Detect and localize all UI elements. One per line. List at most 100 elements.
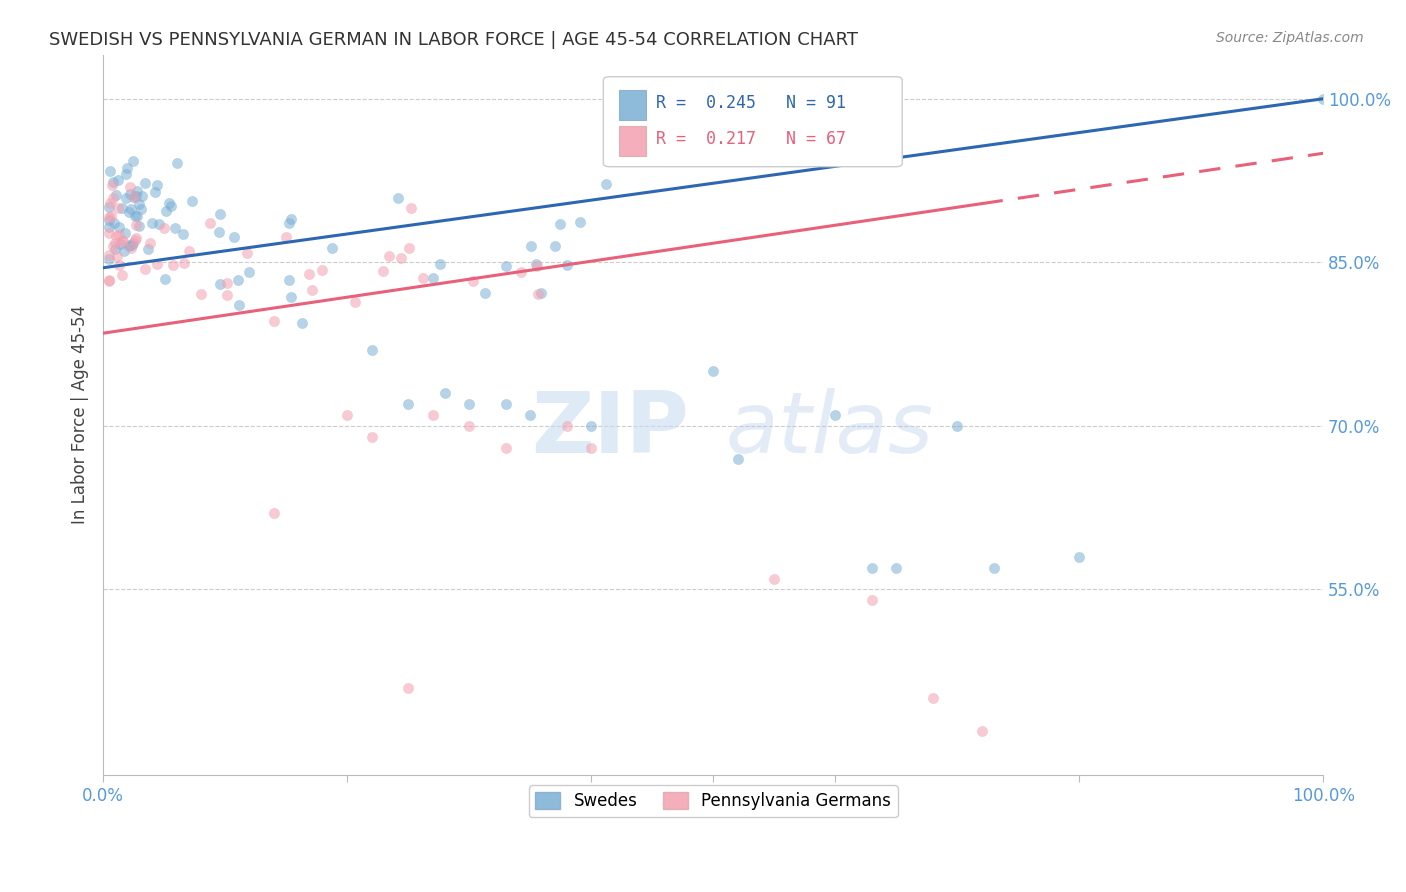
Point	[111, 234, 134, 248]
Point	[412, 270, 434, 285]
Point	[105, 229, 128, 244]
Point	[125, 209, 148, 223]
Point	[236, 246, 259, 260]
Point	[557, 258, 579, 272]
Point	[190, 287, 212, 301]
Point	[226, 273, 249, 287]
Point	[153, 271, 176, 285]
Text: SWEDISH VS PENNSYLVANIA GERMAN IN LABOR FORCE | AGE 45-54 CORRELATION CHART: SWEDISH VS PENNSYLVANIA GERMAN IN LABOR …	[49, 31, 858, 49]
Point	[208, 225, 231, 239]
Point	[495, 259, 517, 273]
Point	[98, 226, 121, 240]
Point	[122, 190, 145, 204]
Point	[107, 228, 129, 243]
Point	[360, 343, 382, 357]
Point	[121, 237, 143, 252]
Point	[120, 202, 142, 216]
Point	[101, 175, 124, 189]
Point	[112, 234, 135, 248]
Point	[162, 258, 184, 272]
Point	[98, 274, 121, 288]
Point	[429, 257, 451, 271]
Point	[1069, 549, 1091, 564]
Point	[98, 273, 121, 287]
Point	[280, 211, 302, 226]
Point	[702, 364, 724, 378]
Point	[98, 252, 121, 266]
Point	[98, 213, 121, 227]
Point	[98, 220, 121, 235]
Point	[860, 593, 883, 607]
Point	[519, 239, 541, 253]
Point	[118, 239, 141, 253]
Point	[125, 218, 148, 232]
Point	[139, 236, 162, 251]
Point	[215, 276, 238, 290]
Point	[360, 430, 382, 444]
Point	[105, 249, 128, 263]
Point	[433, 386, 456, 401]
Point	[148, 217, 170, 231]
Point	[128, 196, 150, 211]
Point	[461, 273, 484, 287]
Point	[122, 236, 145, 251]
Point	[134, 176, 156, 190]
Point	[104, 242, 127, 256]
Point	[98, 201, 121, 215]
Point	[278, 273, 301, 287]
Point	[173, 256, 195, 270]
Point	[228, 298, 250, 312]
Point	[389, 251, 412, 265]
Point	[209, 277, 232, 292]
Text: atlas: atlas	[725, 388, 934, 471]
Text: R =  0.245   N = 91: R = 0.245 N = 91	[655, 95, 846, 112]
Point	[544, 238, 567, 252]
Point	[824, 408, 846, 422]
Point	[112, 244, 135, 258]
Point	[921, 691, 943, 706]
Point	[118, 179, 141, 194]
Point	[422, 271, 444, 285]
Point	[111, 268, 134, 282]
Point	[131, 189, 153, 203]
Point	[579, 418, 602, 433]
Point	[114, 191, 136, 205]
Point	[125, 231, 148, 245]
Point	[526, 286, 548, 301]
Point	[373, 264, 395, 278]
Point	[160, 199, 183, 213]
Point	[155, 204, 177, 219]
Point	[280, 290, 302, 304]
Point	[727, 451, 749, 466]
Point	[291, 316, 314, 330]
Point	[378, 249, 401, 263]
Point	[121, 153, 143, 168]
Point	[163, 221, 186, 235]
Point	[387, 191, 409, 205]
Point	[114, 227, 136, 241]
Point	[343, 295, 366, 310]
Point	[129, 202, 152, 217]
Point	[124, 233, 146, 247]
Point	[118, 187, 141, 202]
Point	[103, 217, 125, 231]
Point	[101, 239, 124, 253]
Point	[510, 265, 533, 279]
Text: Source: ZipAtlas.com: Source: ZipAtlas.com	[1216, 31, 1364, 45]
Point	[124, 210, 146, 224]
Point	[141, 216, 163, 230]
Point	[98, 211, 121, 225]
Point	[128, 219, 150, 233]
Y-axis label: In Labor Force | Age 45-54: In Labor Force | Age 45-54	[72, 305, 89, 524]
Point	[298, 267, 321, 281]
Point	[458, 397, 481, 411]
Point	[422, 408, 444, 422]
Point	[115, 161, 138, 175]
Point	[145, 185, 167, 199]
Point	[120, 238, 142, 252]
Point	[215, 288, 238, 302]
Point	[177, 244, 200, 258]
Point	[107, 258, 129, 272]
Point	[209, 207, 232, 221]
Point	[526, 259, 548, 273]
